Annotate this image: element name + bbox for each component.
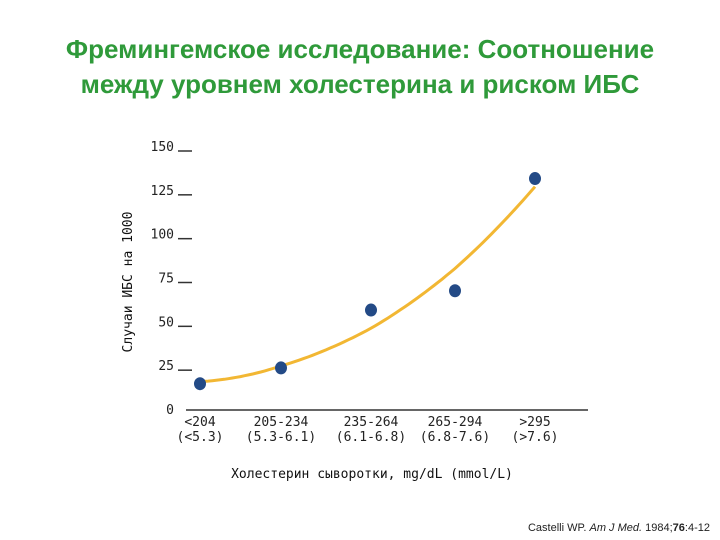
data-point (194, 377, 206, 391)
y-axis-title: Случаи ИБС на 1000 (121, 212, 136, 353)
x-category-label: >295 (519, 415, 550, 430)
x-category-label: (<5.3) (177, 430, 224, 445)
data-point (529, 172, 541, 186)
citation-journal: Am J Med. (589, 522, 643, 534)
y-tick-label: 50 (158, 315, 174, 330)
x-category-label: (5.3-6.1) (246, 430, 316, 445)
data-points (194, 172, 541, 391)
slide-title: Фремингемское исследование: Соотношение … (40, 32, 680, 102)
y-tick-label: 75 (158, 272, 174, 287)
data-point (449, 284, 461, 298)
title-line-2: между уровнем холестерина и риском ИБС (80, 69, 640, 99)
citation-volume: 76 (672, 522, 685, 534)
x-category-label: (>7.6) (512, 430, 559, 445)
data-point (365, 303, 377, 317)
trend-line (199, 185, 537, 384)
y-tick-label: 125 (151, 184, 174, 199)
y-tick-label: 150 (151, 140, 174, 155)
citation-year: 1984; (645, 522, 673, 534)
data-point (275, 361, 287, 375)
citation-pages: :4-12 (684, 522, 710, 534)
x-category-label: 205-234 (254, 415, 309, 430)
title-line-1: Фремингемское исследование: Соотношение (65, 34, 655, 64)
x-axis-title: Холестерин сыворотки, mg/dL (mmol/L) (231, 467, 513, 482)
citation-author: Castelli WP. (527, 522, 587, 534)
y-tick-label: 0 (166, 403, 174, 418)
x-category-label: <204 (184, 415, 215, 430)
y-tick-label: 25 (158, 359, 174, 374)
y-ticks: 0 25 50 75 100 125 150 (151, 140, 192, 418)
x-category-label: 265-294 (428, 415, 483, 430)
x-category-label: (6.8-7.6) (420, 430, 490, 445)
x-category-labels: <204(<5.3) 205-234(5.3-6.1) 235-264(6.1-6.… (177, 415, 559, 445)
y-tick-label: 100 (151, 228, 174, 243)
x-category-label: 235-264 (344, 415, 399, 430)
x-category-label: (6.1-6.8) (336, 430, 406, 445)
citation: Castelli WP. Am J Med. 1984;76:4-12 (528, 522, 710, 534)
